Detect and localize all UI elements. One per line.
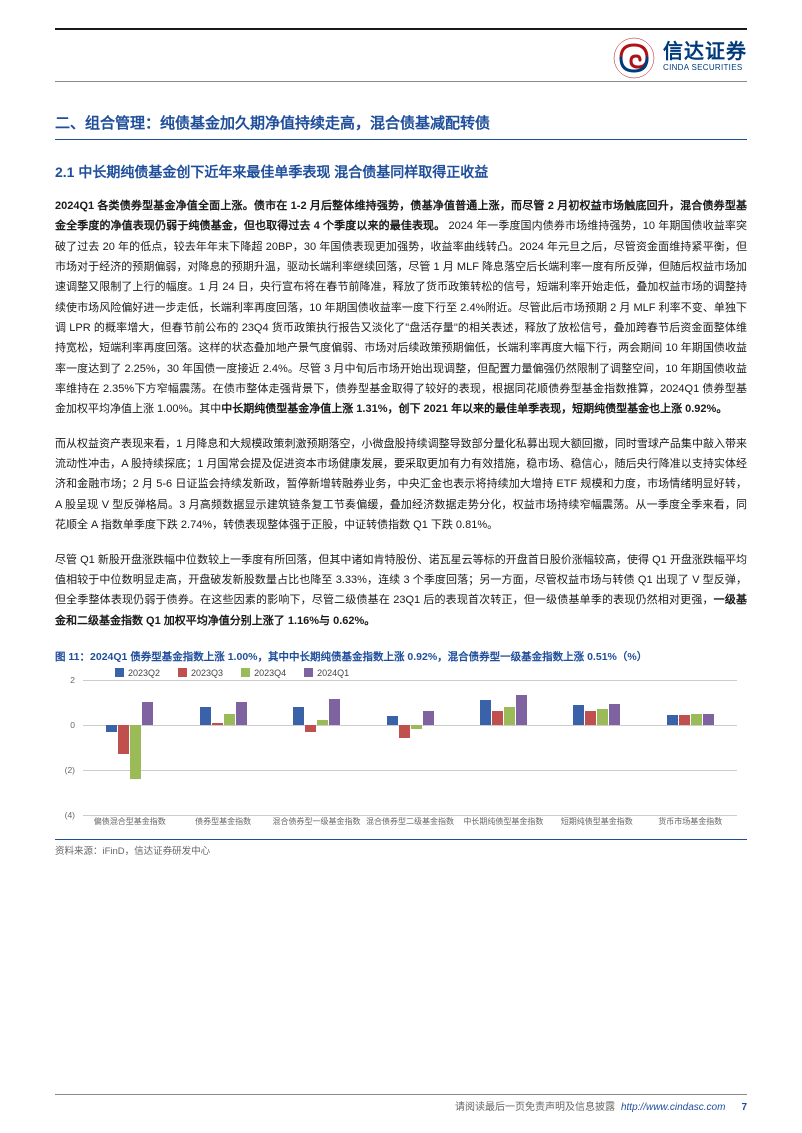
- top-rule: [55, 28, 747, 30]
- category-label: 债券型基金指数: [176, 817, 269, 835]
- bar: [399, 725, 410, 739]
- bar: [387, 716, 398, 725]
- legend-label: 2023Q3: [191, 668, 223, 678]
- legend-item: 2023Q4: [241, 668, 286, 678]
- gridline: [83, 680, 737, 681]
- para1-body: 2024 年一季度国内债券市场维持强势，10 年期国债收益率突破了过去 20 年…: [55, 220, 747, 415]
- para3-body: 尽管 Q1 新股开盘涨跌幅中位数较上一季度有所回落，但其中诸如肯特股份、诺瓦星云…: [55, 554, 747, 607]
- legend-label: 2024Q1: [317, 668, 349, 678]
- category-labels: 偏债混合型基金指数债券型基金指数混合债券型一级基金指数混合债券型二级基金指数中长…: [83, 817, 737, 835]
- bar: [200, 707, 211, 725]
- category-label: 短期纯债型基金指数: [550, 817, 643, 835]
- bar: [329, 699, 340, 725]
- plot-area: [83, 680, 737, 815]
- bar: [293, 707, 304, 725]
- bar: [411, 725, 422, 730]
- legend-item: 2023Q2: [115, 668, 160, 678]
- paragraph-2: 而从权益资产表现来看，1 月降息和大规模政策刺激预期落空，小微盘股持续调整导致部…: [55, 434, 747, 536]
- legend-swatch: [304, 668, 313, 677]
- legend-label: 2023Q4: [254, 668, 286, 678]
- bar: [305, 725, 316, 732]
- gridline: [83, 815, 737, 816]
- bar: [679, 715, 690, 725]
- company-logo-icon: [613, 37, 655, 79]
- bar: [516, 695, 527, 724]
- section-heading-1: 二、组合管理：纯债基金加久期净值持续走高，混合债基减配转债: [55, 112, 747, 140]
- y-axis-label: 2: [55, 675, 75, 685]
- paragraph-1: 2024Q1 各类债券型基金净值全面上涨。债市在 1-2 月后整体维持强势，债基…: [55, 196, 747, 420]
- footer-url: http://www.cindasc.com: [621, 1102, 725, 1113]
- legend-label: 2023Q2: [128, 668, 160, 678]
- bar: [118, 725, 129, 754]
- category-label: 混合债券型一级基金指数: [270, 817, 363, 835]
- logo-english: CINDA SECURITIES: [663, 62, 747, 73]
- category-label: 货币市场基金指数: [644, 817, 737, 835]
- legend-item: 2024Q1: [304, 668, 349, 678]
- bar: [106, 725, 117, 732]
- bar: [224, 714, 235, 725]
- legend-swatch: [178, 668, 187, 677]
- bar: [480, 700, 491, 725]
- bar: [317, 720, 328, 725]
- gridline: [83, 770, 737, 771]
- logo-text-block: 信达证券 CINDA SECURITIES: [663, 42, 747, 73]
- bar: [212, 723, 223, 725]
- bar: [423, 711, 434, 725]
- page-number: 7: [741, 1102, 747, 1113]
- y-axis-label: (2): [55, 765, 75, 775]
- bar: [585, 711, 596, 725]
- bar: [597, 709, 608, 725]
- paragraph-3: 尽管 Q1 新股开盘涨跌幅中位数较上一季度有所回落，但其中诸如肯特股份、诺瓦星云…: [55, 550, 747, 631]
- legend-swatch: [115, 668, 124, 677]
- legend-swatch: [241, 668, 250, 677]
- page: 信达证券 CINDA SECURITIES 二、组合管理：纯债基金加久期净值持续…: [0, 0, 802, 1133]
- bar: [609, 704, 620, 725]
- bar: [236, 702, 247, 725]
- category-label: 混合债券型二级基金指数: [363, 817, 456, 835]
- bar: [130, 725, 141, 779]
- bar: [573, 705, 584, 725]
- para1-tail-bold: 中长期纯债型基金净值上涨 1.31%，创下 2021 年以来的最佳单季表现，短期…: [221, 403, 727, 415]
- bar: [703, 714, 714, 725]
- y-axis-label: 0: [55, 720, 75, 730]
- page-footer: 请阅读最后一页免责声明及信息披露 http://www.cindasc.com …: [55, 1094, 747, 1113]
- section-heading-2: 2.1 中长期纯债基金创下近年来最佳单季表现 混合债基同样取得正收益: [55, 162, 747, 182]
- category-label: 中长期纯债型基金指数: [457, 817, 550, 835]
- bar: [492, 711, 503, 725]
- figure-caption: 图 11：2024Q1 债券型基金指数上涨 1.00%，其中中长期纯债基金指数上…: [55, 649, 747, 664]
- bar: [667, 715, 678, 725]
- chart-legend: 2023Q2 2023Q3 2023Q4 2024Q1: [55, 668, 747, 678]
- bar: [142, 702, 153, 725]
- category-label: 偏债混合型基金指数: [83, 817, 176, 835]
- bar-chart: (4)(2)02偏债混合型基金指数债券型基金指数混合债券型一级基金指数混合债券型…: [55, 680, 747, 835]
- y-axis-label: (4): [55, 810, 75, 820]
- bar: [691, 714, 702, 725]
- chart-source: 资料来源：iFinD，信达证券研发中心: [55, 839, 747, 857]
- page-header: 信达证券 CINDA SECURITIES: [55, 34, 747, 82]
- bar: [504, 707, 515, 725]
- footer-disclaimer: 请阅读最后一页免责声明及信息披露: [455, 1098, 615, 1113]
- logo-chinese: 信达证券: [663, 42, 747, 62]
- legend-item: 2023Q3: [178, 668, 223, 678]
